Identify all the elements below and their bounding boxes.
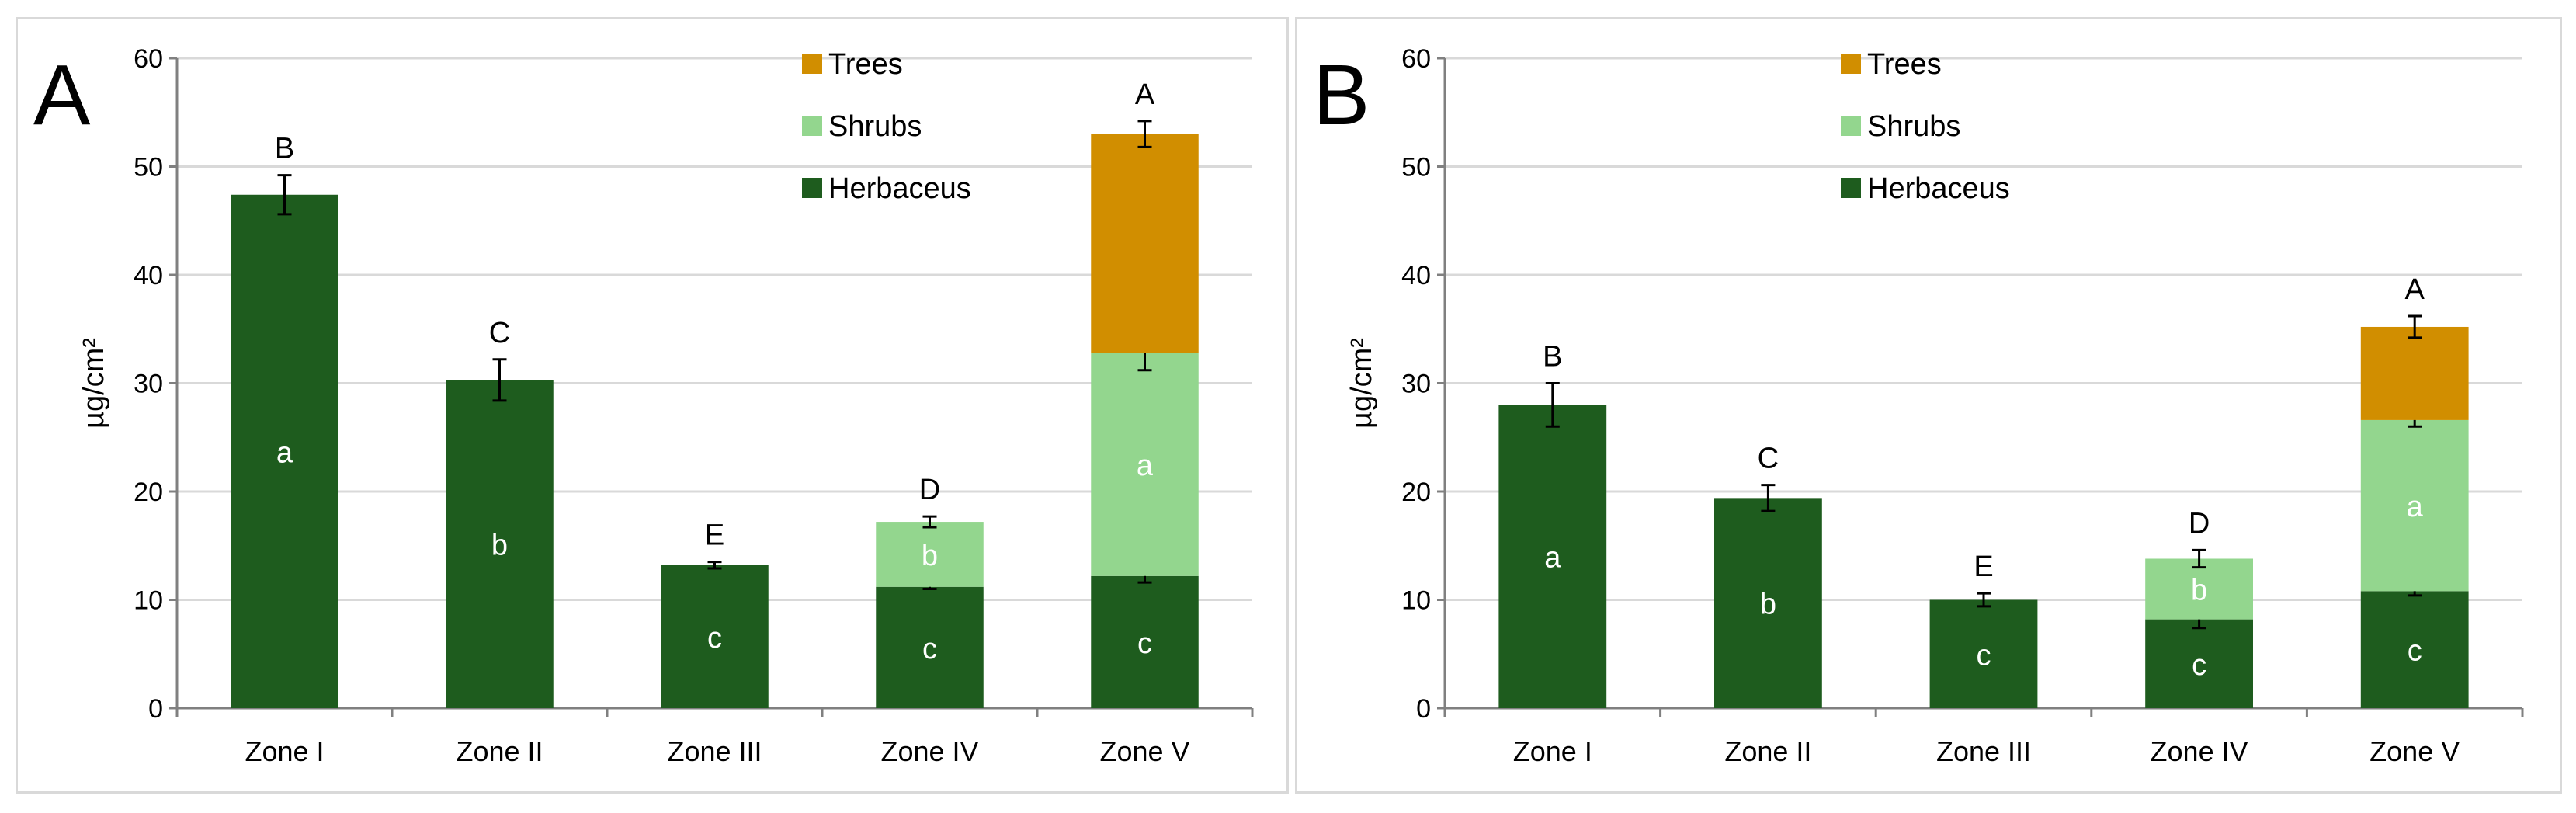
- y-tick-label: 10: [1401, 586, 1431, 616]
- bar-shrubs: [1091, 353, 1199, 576]
- bar-inner-label: b: [491, 530, 508, 562]
- x-category-label: Zone V: [1099, 735, 1189, 767]
- panel-letter: B: [1313, 47, 1370, 143]
- y-tick-label: 60: [134, 44, 163, 74]
- bar-top-label: B: [275, 133, 294, 165]
- bar-top-label: B: [1543, 341, 1562, 373]
- bar-herbaceus: [2145, 619, 2253, 708]
- x-category-label: Zone II: [1724, 735, 1811, 767]
- chart-panel-b: 0 10 20 30 40 50 60 µg/cm² a B Zone I b C Zone II c E Zo…: [1295, 17, 2562, 794]
- bar-shrubs: [876, 522, 984, 587]
- bar-top-label: A: [2405, 273, 2425, 306]
- legend-swatch-trees: [1841, 54, 1861, 74]
- bar-herbaceus: [661, 565, 769, 708]
- panel-letter: A: [33, 47, 91, 143]
- legend-swatch-shrubs: [1841, 116, 1861, 136]
- y-tick-label: 10: [134, 586, 163, 616]
- bar-inner-label: c: [2192, 649, 2206, 682]
- x-category-label: Zone I: [1513, 735, 1592, 767]
- bar-herbaceus: [1714, 498, 1822, 708]
- legend-label: Shrubs: [828, 110, 922, 143]
- bar-inner-label: a: [1544, 542, 1561, 575]
- chart-a-svg: 0 10 20 30 40 50 60 µg/cm² a B Zone I b C Zone II c E Zo…: [33, 44, 1254, 767]
- legend-label: Trees: [1867, 48, 1942, 81]
- legend-swatch-herbaceus: [1841, 178, 1861, 198]
- y-tick-label: 20: [134, 478, 163, 507]
- bar-inner-label: a: [2407, 491, 2424, 523]
- y-tick-label: 30: [134, 370, 163, 399]
- bar-inner-label: b: [922, 540, 938, 572]
- legend-label: Trees: [828, 48, 903, 81]
- bar-top-label: E: [705, 519, 724, 552]
- bar-inner-label: b: [2191, 575, 2207, 607]
- legend-swatch-herbaceus: [802, 178, 822, 198]
- y-tick-label: 0: [148, 694, 163, 724]
- y-tick-label: 40: [1401, 261, 1431, 290]
- x-category-label: Zone V: [2369, 735, 2460, 767]
- bar-top-label: C: [1758, 443, 1779, 475]
- y-tick-label: 50: [1401, 153, 1431, 182]
- bar-herbaceus: [2360, 591, 2469, 708]
- legend-label: Herbaceus: [1867, 172, 2010, 205]
- bar-shrubs: [2360, 419, 2469, 592]
- x-category-label: Zone IV: [880, 735, 978, 767]
- bar-inner-label: c: [1977, 639, 1991, 672]
- x-category-label: Zone II: [456, 735, 543, 767]
- bar-trees: [2360, 326, 2469, 420]
- y-tick-label: 0: [1416, 694, 1431, 724]
- legend-label: Shrubs: [1867, 110, 1960, 143]
- bar-herbaceus: [876, 586, 984, 708]
- bar-inner-label: b: [1760, 589, 1776, 621]
- bar-herbaceus: [1091, 575, 1199, 708]
- bar-top-label: D: [2189, 507, 2210, 540]
- bar-herbaceus: [231, 194, 338, 708]
- chart-b-svg: 0 10 20 30 40 50 60 µg/cm² a B Zone I b C Zone II c E Zo…: [1313, 44, 2524, 767]
- bar-inner-label: c: [922, 633, 937, 665]
- chart-panel-a: 0 10 20 30 40 50 60 µg/cm² a B Zone I b C Zone II c E Zo…: [16, 17, 1289, 794]
- bar-herbaceus: [446, 380, 554, 708]
- bar-inner-label: a: [1137, 450, 1154, 482]
- y-tick-label: 30: [1401, 370, 1431, 399]
- bar-top-label: D: [919, 474, 940, 506]
- y-axis-label: µg/cm²: [78, 338, 110, 429]
- y-tick-label: 20: [1401, 478, 1431, 507]
- bar-inner-label: c: [1137, 627, 1152, 660]
- bar-herbaceus: [1929, 599, 2038, 708]
- y-tick-label: 60: [1401, 44, 1431, 74]
- y-axis-label: µg/cm²: [1345, 338, 1378, 429]
- bar-top-label: C: [489, 317, 510, 349]
- bar-top-label: A: [1135, 78, 1155, 111]
- y-tick-label: 50: [134, 153, 163, 182]
- bar-inner-label: c: [707, 622, 722, 655]
- bar-herbaceus: [1498, 405, 1607, 708]
- bar-shrubs: [2145, 558, 2253, 620]
- x-category-label: Zone III: [667, 735, 762, 767]
- bar-inner-label: a: [276, 436, 293, 469]
- x-category-label: Zone I: [245, 735, 324, 767]
- legend-label: Herbaceus: [828, 172, 971, 205]
- bar-trees: [1091, 134, 1199, 353]
- x-category-label: Zone III: [1936, 735, 2031, 767]
- legend-swatch-shrubs: [802, 116, 822, 136]
- legend-swatch-trees: [802, 54, 822, 74]
- x-category-label: Zone IV: [2151, 735, 2248, 767]
- bar-inner-label: c: [2408, 635, 2422, 668]
- y-tick-label: 40: [134, 261, 163, 290]
- bar-top-label: E: [1974, 551, 1993, 583]
